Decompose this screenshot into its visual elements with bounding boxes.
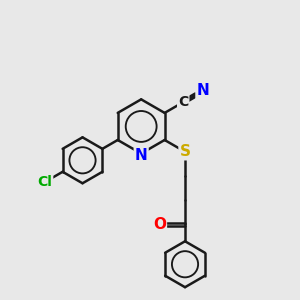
Text: Cl: Cl — [37, 175, 52, 189]
Text: O: O — [153, 217, 166, 232]
Text: S: S — [179, 144, 191, 159]
Text: N: N — [196, 83, 209, 98]
Text: N: N — [135, 148, 148, 164]
Text: C: C — [178, 95, 188, 109]
